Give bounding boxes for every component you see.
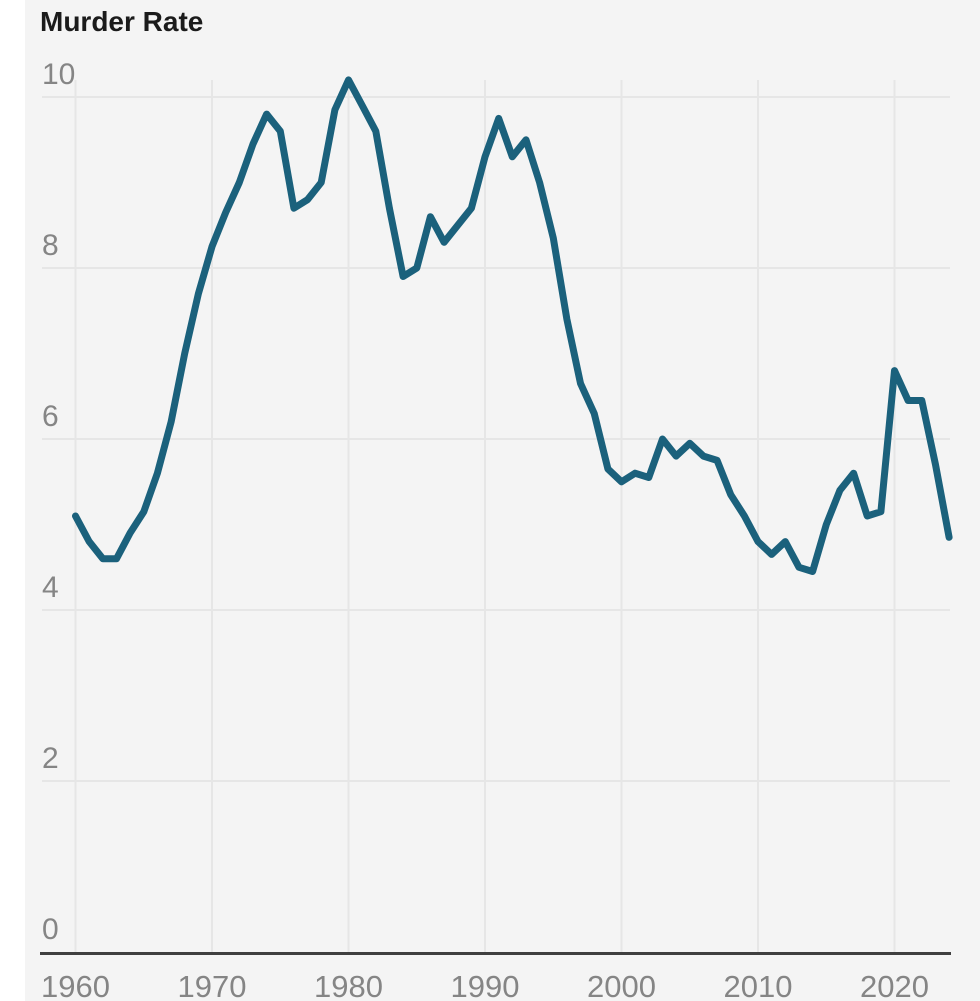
- chart-panel: [25, 0, 980, 1001]
- y-axis-tick-label: 4: [42, 571, 59, 604]
- y-axis-tick-label: 0: [42, 913, 59, 946]
- chart-title: Murder Rate: [40, 6, 204, 37]
- x-axis-tick-label: 1990: [451, 969, 520, 1001]
- x-axis-tick-label: 2000: [587, 969, 656, 1001]
- x-axis-tick-label: 1960: [41, 969, 110, 1001]
- murder-rate-series-line: [72, 76, 953, 575]
- y-axis-tick-label: 8: [42, 229, 59, 262]
- y-axis-tick-label: 6: [42, 400, 59, 433]
- x-axis-tick-label: 1970: [178, 969, 247, 1001]
- y-axis-tick-label: 2: [42, 742, 59, 775]
- x-axis-tick-label: 1980: [314, 969, 383, 1001]
- x-axis-tick-label: 2010: [724, 969, 793, 1001]
- y-axis-tick-label: 10: [42, 58, 75, 91]
- x-axis-tick-label: 2020: [860, 969, 929, 1001]
